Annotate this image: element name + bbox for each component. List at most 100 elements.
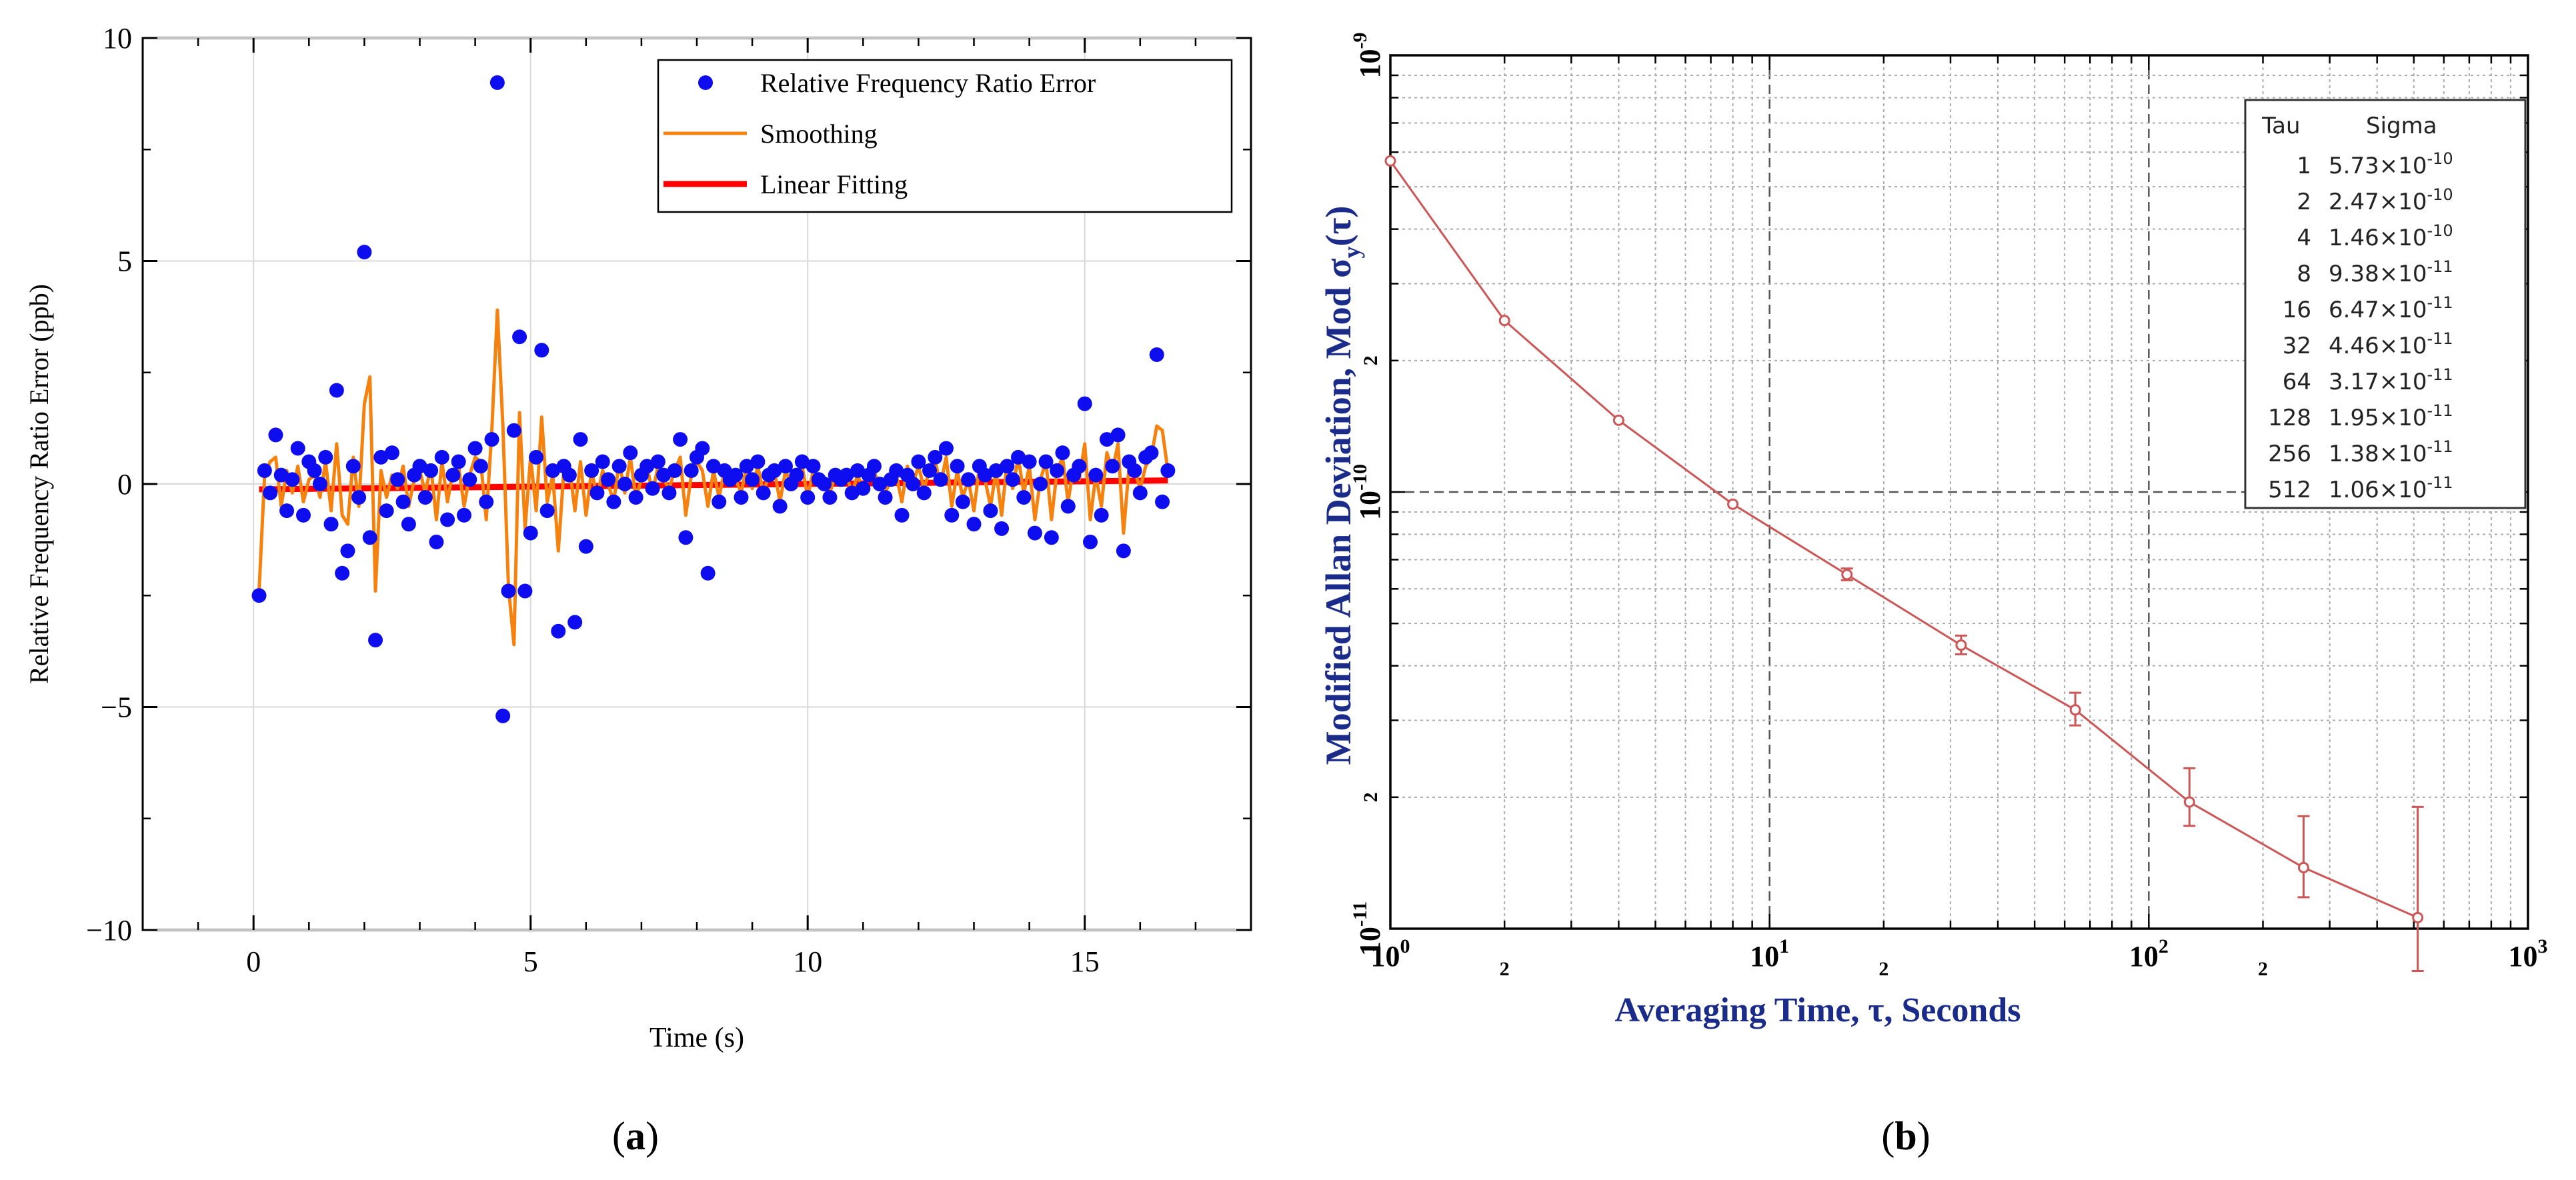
chart-a-point	[429, 534, 444, 549]
chart-a-point	[351, 490, 367, 505]
chart-a-point	[501, 583, 516, 599]
table-cell-tau: 8	[2297, 261, 2311, 287]
chart-a-point	[906, 477, 921, 491]
chart-a-point	[978, 467, 993, 483]
chart-a-point	[800, 490, 816, 505]
chart-a-point	[950, 459, 965, 474]
chart-a-point	[817, 477, 832, 491]
chart-b-ticks	[1389, 55, 2528, 930]
chart-b-xlabel: Averaging Time, τ, Seconds	[1615, 991, 2021, 1029]
chart-a-point	[1099, 432, 1114, 447]
chart-a-point	[373, 449, 389, 465]
chart-b-point	[2183, 796, 2195, 808]
chart-b-tick-labels: 100 101 102 103 2 2 2 10-11 10-10 10-9 2 2	[1349, 33, 2548, 981]
table-cell-sigma: 4.46×10-11	[2329, 329, 2453, 359]
chart-a-point	[523, 525, 538, 541]
chart-a-point	[251, 588, 267, 603]
chart-b-error-bars	[1840, 567, 2424, 972]
chart-a-point	[822, 490, 838, 505]
chart-a-point	[1016, 490, 1032, 505]
chart-a-point	[656, 467, 672, 483]
chart-a-point	[1088, 467, 1104, 483]
chart-a-ylabel: Relative Frequency Ratio Error (ppb)	[24, 284, 54, 684]
chart-b-point	[1498, 315, 1510, 327]
chart-a-point	[1022, 454, 1037, 469]
ylabel-tail: (τ)	[1318, 206, 1358, 247]
chart-a-xtick-label: 15	[1070, 945, 1100, 978]
chart-a-point	[379, 503, 394, 519]
table-cell-sigma: 3.17×10-11	[2329, 365, 2453, 395]
chart-a-point	[1055, 445, 1070, 461]
chart-a-point	[489, 75, 505, 90]
chart-a-point	[894, 507, 910, 523]
chart-b-ytick-minor-label: 2	[1360, 355, 1382, 365]
chart-a-point	[512, 329, 527, 345]
chart-a-ticks	[143, 37, 1251, 931]
chart-a-point	[623, 445, 638, 461]
legend-marker-points	[698, 75, 713, 90]
chart-a-point	[456, 507, 471, 523]
chart-a-point	[866, 459, 882, 474]
chart-b-xtick-minor-label: 2	[2258, 958, 2268, 980]
chart-a-point	[368, 633, 383, 648]
chart-a-point	[506, 423, 521, 438]
chart-a-point	[1083, 534, 1098, 549]
chart-a-ytick-label: −5	[101, 691, 132, 724]
chart-a-point	[994, 521, 1010, 536]
chart-a-point	[257, 463, 272, 478]
chart-a-point	[417, 490, 433, 505]
chart-a-point	[440, 512, 455, 527]
chart-a-point	[662, 485, 677, 501]
chart-a-point	[517, 583, 533, 599]
chart-a-point	[484, 432, 499, 447]
chart-a-point	[285, 472, 300, 487]
chart-a-point	[961, 472, 976, 487]
chart-a-point	[606, 494, 621, 509]
table-cell-sigma: 5.73×10-10	[2329, 149, 2453, 179]
chart-a-point	[856, 481, 871, 496]
chart-a-legend: Relative Frequency Ratio Error Smoothing…	[657, 59, 1233, 213]
chart-a-point	[584, 463, 599, 478]
tau-sigma-table: Tau Sigma 1 5.73×10-10 2 2.47×10-10 4 1.46×10…	[2244, 99, 2527, 509]
chart-a-point	[495, 708, 511, 723]
table-cell-tau: 4	[2297, 225, 2311, 251]
chart-a-point	[279, 503, 295, 519]
ylabel-sigma: σ	[1318, 258, 1358, 278]
chart-a-point	[806, 459, 821, 474]
chart-a-points	[251, 75, 1176, 723]
chart-a-point	[673, 432, 688, 447]
chart-a-point	[567, 615, 583, 630]
table-cell-sigma: 1.06×10-11	[2329, 473, 2453, 503]
chart-a-point	[268, 427, 283, 443]
panel-label-a: (a)	[612, 1114, 659, 1158]
table-cell-tau: 1	[2297, 153, 2311, 179]
chart-a-point	[778, 459, 793, 474]
chart-a-point	[295, 507, 311, 523]
chart-a-point	[573, 432, 588, 447]
chart-b-point	[1727, 498, 1739, 510]
chart-a-point	[589, 485, 605, 501]
chart-a-point	[445, 467, 461, 483]
chart-a-point	[938, 441, 954, 456]
chart-a-tick-labels: 0 5 10 15 −10 −5 0 5 10	[86, 22, 1100, 978]
chart-a-point	[273, 467, 289, 483]
chart-a-point	[700, 565, 716, 581]
chart-a-point	[1094, 507, 1109, 523]
chart-a-point	[601, 472, 616, 487]
table-header-sigma: Sigma	[2366, 113, 2437, 139]
chart-b-line	[1389, 160, 2419, 919]
chart-a-point	[928, 449, 943, 465]
chart-a-point	[1072, 459, 1087, 474]
table-cell-tau: 64	[2283, 369, 2311, 395]
legend-label-smoothing: Smoothing	[760, 119, 878, 149]
chart-a-point	[678, 530, 694, 545]
chart-a-point	[734, 490, 749, 505]
svg-text:Modified Allan Deviation, Mod: Modified Allan Deviation, Mod σy(τ)	[1318, 206, 1365, 765]
chart-b-points	[1384, 155, 2424, 923]
chart-a-point	[850, 463, 865, 478]
chart-a-point	[628, 490, 643, 505]
chart-a-point	[712, 494, 727, 509]
chart-a-point	[789, 467, 804, 483]
table-cell-sigma: 2.47×10-10	[2329, 185, 2453, 215]
